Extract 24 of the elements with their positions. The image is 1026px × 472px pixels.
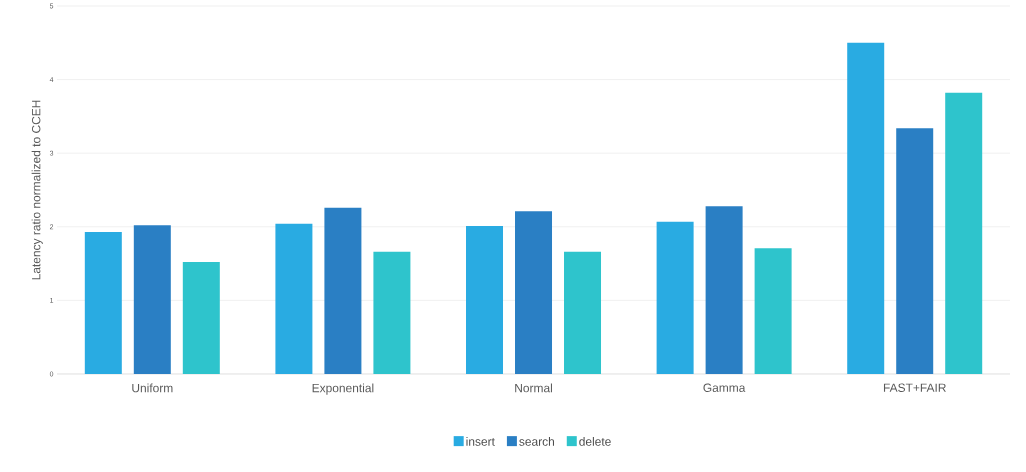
legend-label: search bbox=[519, 437, 554, 446]
bar bbox=[896, 128, 934, 374]
bar bbox=[324, 207, 362, 374]
bar bbox=[182, 262, 220, 374]
bar bbox=[466, 226, 504, 374]
x-tick-label: FAST+FAIR bbox=[883, 383, 946, 392]
bar bbox=[564, 251, 602, 374]
bar bbox=[515, 211, 553, 374]
x-tick-label: Uniform bbox=[132, 383, 173, 393]
x-tick-label: Exponential bbox=[312, 383, 374, 395]
x-tick-label: Gamma bbox=[703, 383, 746, 392]
bar bbox=[133, 225, 171, 374]
bar bbox=[275, 223, 313, 374]
legend-label: insert bbox=[466, 437, 495, 446]
bar bbox=[847, 42, 885, 374]
bar bbox=[945, 92, 983, 374]
y-axis-title: Latency ratio normalized to CCEH bbox=[31, 100, 43, 280]
bar bbox=[84, 231, 122, 374]
bar bbox=[754, 248, 792, 374]
bar bbox=[373, 251, 411, 374]
x-tick-label: Normal bbox=[515, 383, 552, 393]
bar bbox=[656, 221, 694, 374]
bar bbox=[705, 206, 743, 374]
legend-label: delete bbox=[579, 437, 611, 446]
